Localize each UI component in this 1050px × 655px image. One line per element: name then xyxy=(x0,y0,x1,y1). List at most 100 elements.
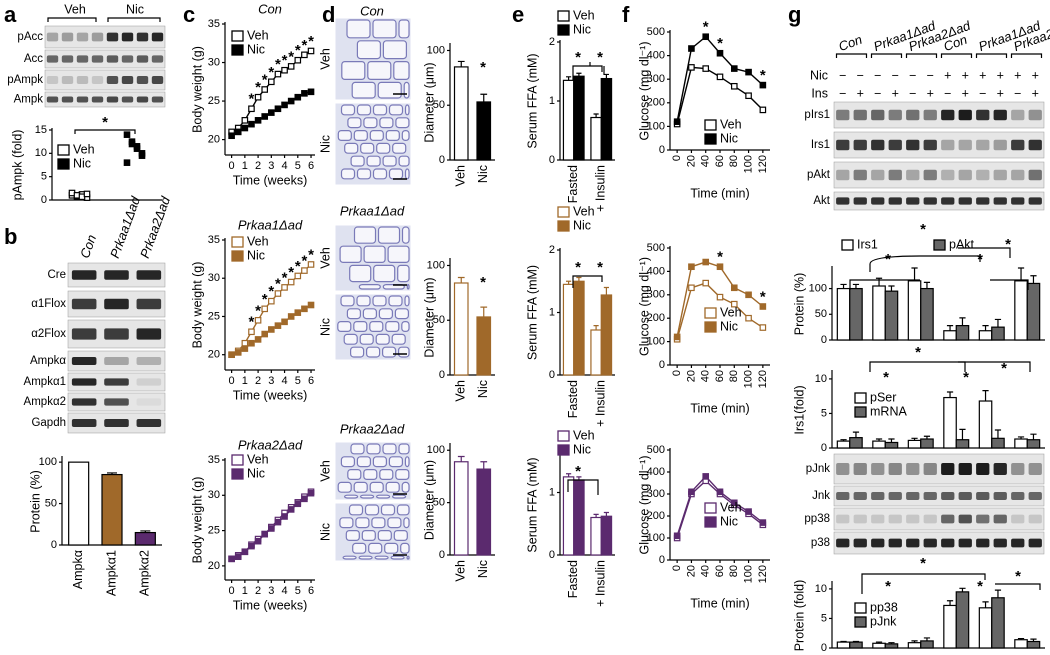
histology-cell xyxy=(382,443,397,455)
y-tick-label: 100 xyxy=(427,44,445,56)
legend-swatch xyxy=(704,321,717,333)
blot-band xyxy=(121,96,134,103)
y-tick-label: 0 xyxy=(439,369,445,381)
histology-cell xyxy=(404,168,410,180)
error-bar xyxy=(923,637,931,641)
data-point xyxy=(248,542,255,550)
blot-band xyxy=(871,169,885,181)
data-point xyxy=(702,65,710,72)
blot-background xyxy=(833,101,1045,129)
legend-label: Veh xyxy=(720,305,742,319)
legend-label: Veh xyxy=(573,428,595,442)
data-point xyxy=(716,73,724,81)
x-tick-label: Veh xyxy=(454,380,468,402)
blot-band xyxy=(71,328,97,340)
y-axis-label: Body weight (g) xyxy=(190,262,204,349)
blot-band xyxy=(993,514,1007,524)
significance-mark: * xyxy=(255,79,261,96)
blot-band xyxy=(71,357,97,365)
treatment-mark: − xyxy=(927,68,934,82)
legend-swatch xyxy=(557,220,570,232)
data-point xyxy=(274,70,282,78)
blot-band xyxy=(993,492,1007,500)
blot-band xyxy=(104,378,129,386)
histology-cell xyxy=(369,481,384,493)
blot-band xyxy=(976,492,990,500)
histology-row-label: Veh xyxy=(318,247,332,269)
data-point xyxy=(287,63,295,70)
blot-band xyxy=(1011,463,1025,475)
panel-letter: e xyxy=(512,2,524,27)
data-point xyxy=(268,525,275,532)
blot-band xyxy=(906,463,920,475)
blot-band xyxy=(91,96,104,103)
significance-bracket xyxy=(958,361,1031,372)
data-point xyxy=(248,339,255,347)
histology-cell xyxy=(347,117,362,129)
error-bar xyxy=(923,435,931,440)
y-tick-label: 0 xyxy=(41,194,47,206)
data-point xyxy=(294,272,302,280)
bar xyxy=(476,316,492,376)
y-axis-label: Serum FFA (mM) xyxy=(525,457,539,552)
significance-mark: * xyxy=(255,302,261,319)
x-tick-label: 3 xyxy=(268,375,274,387)
blot-row-label: Acc xyxy=(24,53,43,65)
data-point xyxy=(241,117,249,124)
significance-mark: * xyxy=(920,555,926,572)
x-tick-label: 6 xyxy=(308,160,314,172)
blot-band xyxy=(104,398,129,406)
significance-mark: * xyxy=(308,33,314,50)
blot-band xyxy=(136,328,162,340)
blot-band xyxy=(836,109,850,121)
blot-band xyxy=(46,55,59,63)
blot-band xyxy=(136,419,162,427)
y-tick-label: 200 xyxy=(647,510,665,522)
significance-mark: * xyxy=(301,37,307,54)
legend-swatch xyxy=(231,454,244,466)
data-point xyxy=(268,297,275,305)
significance-mark: * xyxy=(703,19,709,36)
histology-cell xyxy=(347,469,362,481)
blot-band xyxy=(1011,492,1025,500)
bar xyxy=(1014,280,1028,341)
bar xyxy=(590,329,602,376)
legend-label: Nic xyxy=(247,248,265,262)
blot-band xyxy=(888,109,902,121)
error-bar xyxy=(946,600,954,606)
histology-cell xyxy=(400,542,410,554)
blot-band xyxy=(853,492,867,500)
x-tick-label: 2 xyxy=(255,375,261,387)
error-bar xyxy=(959,317,966,326)
legend-label: Veh xyxy=(720,117,742,131)
bar xyxy=(943,330,957,341)
treatment-mark: + xyxy=(979,68,986,82)
histology-cell xyxy=(372,19,397,39)
bar xyxy=(476,468,492,556)
x-tick-label: 0 xyxy=(671,370,683,376)
data-point xyxy=(287,278,295,286)
data-point xyxy=(254,537,262,545)
histology-cell xyxy=(337,481,352,493)
blot-group-label: Nic xyxy=(126,2,144,16)
x-tick-label: 3 xyxy=(268,585,274,597)
blot-band xyxy=(1028,139,1042,151)
error-bar xyxy=(593,113,599,118)
y-tick-label: 50 xyxy=(433,314,445,326)
treatment-mark: − xyxy=(909,86,916,100)
blot-band xyxy=(888,538,902,548)
histology-cell xyxy=(398,19,410,39)
blot-band xyxy=(941,197,955,205)
bar xyxy=(1014,438,1028,449)
histology-cell xyxy=(343,333,358,345)
bar xyxy=(134,531,156,546)
blot-band xyxy=(91,55,104,63)
blot-band xyxy=(104,270,129,280)
significance-mark: * xyxy=(262,71,268,88)
blot-background xyxy=(67,350,166,372)
blot-band xyxy=(136,298,162,310)
y-tick-label: 35 xyxy=(208,454,220,466)
blot-band xyxy=(76,96,89,103)
data-point xyxy=(274,518,282,526)
histology-cell xyxy=(346,308,361,320)
